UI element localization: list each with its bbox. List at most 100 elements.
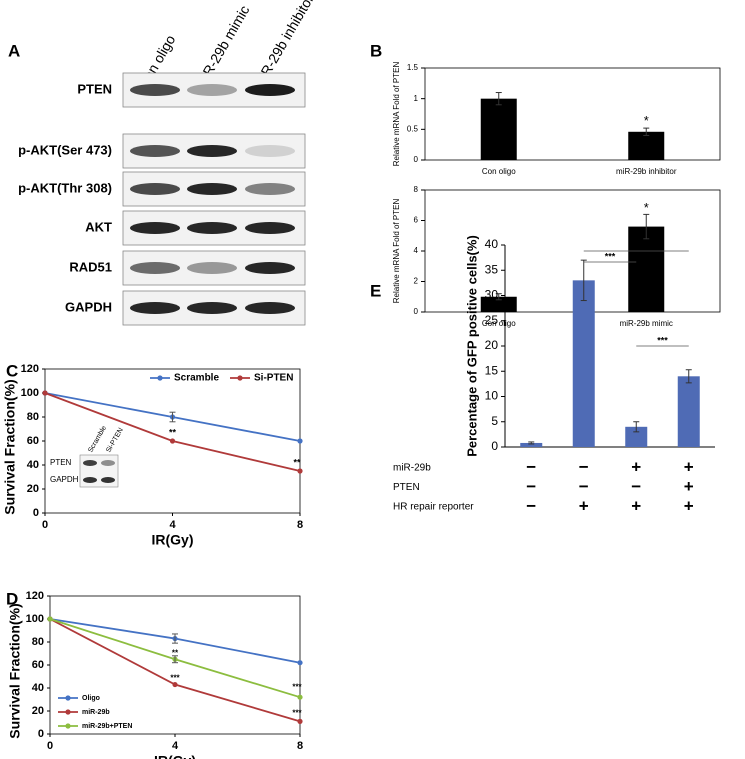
x-tick-label: 0 (47, 740, 53, 752)
blot-band (187, 145, 237, 157)
significance: *** (605, 251, 616, 261)
y-tick-label: 1 (414, 94, 419, 103)
panel-label: A (8, 41, 20, 60)
x-tick-label: 8 (297, 740, 303, 752)
blot-band (187, 302, 237, 314)
legend-marker (65, 709, 71, 715)
legend-marker (65, 723, 71, 729)
y-tick-label: 30 (485, 288, 499, 302)
y-tick-label: 0 (38, 728, 44, 740)
y-tick-label: 0.5 (407, 124, 419, 133)
legend-label: miR-29b (82, 709, 110, 716)
bar (480, 296, 517, 312)
y-axis-label: Percentage of GFP positive cells(%) (464, 235, 479, 457)
blot-band (187, 84, 237, 96)
y-tick-label: 6 (414, 216, 419, 225)
blot-band (245, 262, 295, 274)
blot-band (245, 145, 295, 157)
bar (520, 442, 543, 447)
table-mark: + (631, 457, 641, 476)
significance: ** (172, 648, 179, 657)
y-tick-label: 120 (26, 590, 44, 602)
significance: * (644, 113, 649, 128)
y-tick-label: 5 (491, 414, 498, 428)
x-tick-label: 8 (297, 519, 303, 531)
blot-band (245, 183, 295, 195)
table-mark: + (579, 496, 589, 515)
legend-marker (157, 375, 163, 381)
table-row-label: HR repair reporter (393, 502, 474, 513)
y-tick-label: 0 (33, 507, 39, 519)
table-mark: − (526, 477, 536, 496)
y-tick-label: 4 (414, 246, 419, 255)
y-tick-label: 40 (32, 682, 44, 694)
blot-band (245, 302, 295, 314)
significance: *** (170, 674, 180, 683)
y-tick-label: 60 (27, 435, 39, 447)
table-row-label: miR-29b (393, 463, 431, 474)
y-tick-label: 20 (32, 705, 44, 717)
data-point (169, 438, 176, 444)
data-point (47, 616, 53, 622)
blot-band (187, 222, 237, 234)
blot-band (130, 84, 180, 96)
table-mark: + (631, 496, 641, 515)
y-axis-label: Relative mRNA Fold of PTEN (392, 199, 401, 304)
blot-row-label: PTEN (77, 81, 112, 96)
inset-row-label: GAPDH (50, 475, 79, 484)
blot-band (83, 460, 97, 466)
y-tick-label: 15 (485, 363, 499, 377)
significance: *** (292, 682, 302, 691)
inset-column-label: Si-PTEN (105, 427, 125, 454)
y-tick-label: 0 (491, 439, 498, 453)
y-tick-label: 100 (26, 613, 44, 625)
data-point (42, 390, 48, 396)
y-tick-label: 60 (32, 659, 44, 671)
data-point (297, 660, 303, 666)
y-tick-label: 1.5 (407, 63, 419, 72)
blot-band (245, 84, 295, 96)
x-axis-label: IR(Gy) (154, 753, 196, 759)
y-tick-label: 0 (414, 155, 419, 164)
blot-band (101, 477, 115, 483)
significance: * (644, 200, 649, 215)
legend-label: Scramble (174, 373, 219, 384)
x-axis-label: IR(Gy) (152, 532, 194, 548)
significance: ** (169, 427, 177, 437)
data-point (297, 438, 303, 444)
significance: ** (293, 457, 301, 467)
panel-label: B (370, 41, 382, 60)
legend-label: Oligo (82, 695, 100, 702)
y-axis-label: Survival Fraction(%) (2, 379, 18, 514)
bar (572, 280, 595, 447)
panel-label: C (6, 361, 18, 380)
legend-label: miR-29b+PTEN (82, 723, 132, 730)
blot-row-label: GAPDH (65, 299, 112, 314)
plot-frame (424, 67, 721, 161)
table-mark: − (631, 477, 641, 496)
panel-label: D (6, 589, 18, 608)
blot-band (130, 183, 180, 195)
y-tick-label: 40 (485, 237, 499, 251)
significance: *** (292, 708, 302, 717)
table-mark: + (684, 496, 694, 515)
table-row-label: PTEN (393, 482, 420, 493)
blot-band (245, 222, 295, 234)
blot-row-label: AKT (85, 219, 112, 234)
table-mark: − (579, 477, 589, 496)
blot-row-label: p-AKT(Ser 473) (18, 142, 112, 157)
legend-label: Si-PTEN (254, 373, 293, 384)
x-tick-label: Con oligo (482, 319, 516, 328)
table-mark: − (526, 496, 536, 515)
significance: *** (657, 335, 668, 345)
bar (625, 426, 648, 447)
panel-label: E (370, 281, 381, 300)
table-mark: + (684, 457, 694, 476)
table-mark: + (684, 477, 694, 496)
bar (677, 376, 700, 447)
x-tick-label: 4 (172, 740, 179, 752)
data-point (297, 694, 303, 700)
blot-band (187, 183, 237, 195)
y-tick-label: 120 (21, 363, 39, 375)
y-tick-label: 80 (27, 411, 39, 423)
